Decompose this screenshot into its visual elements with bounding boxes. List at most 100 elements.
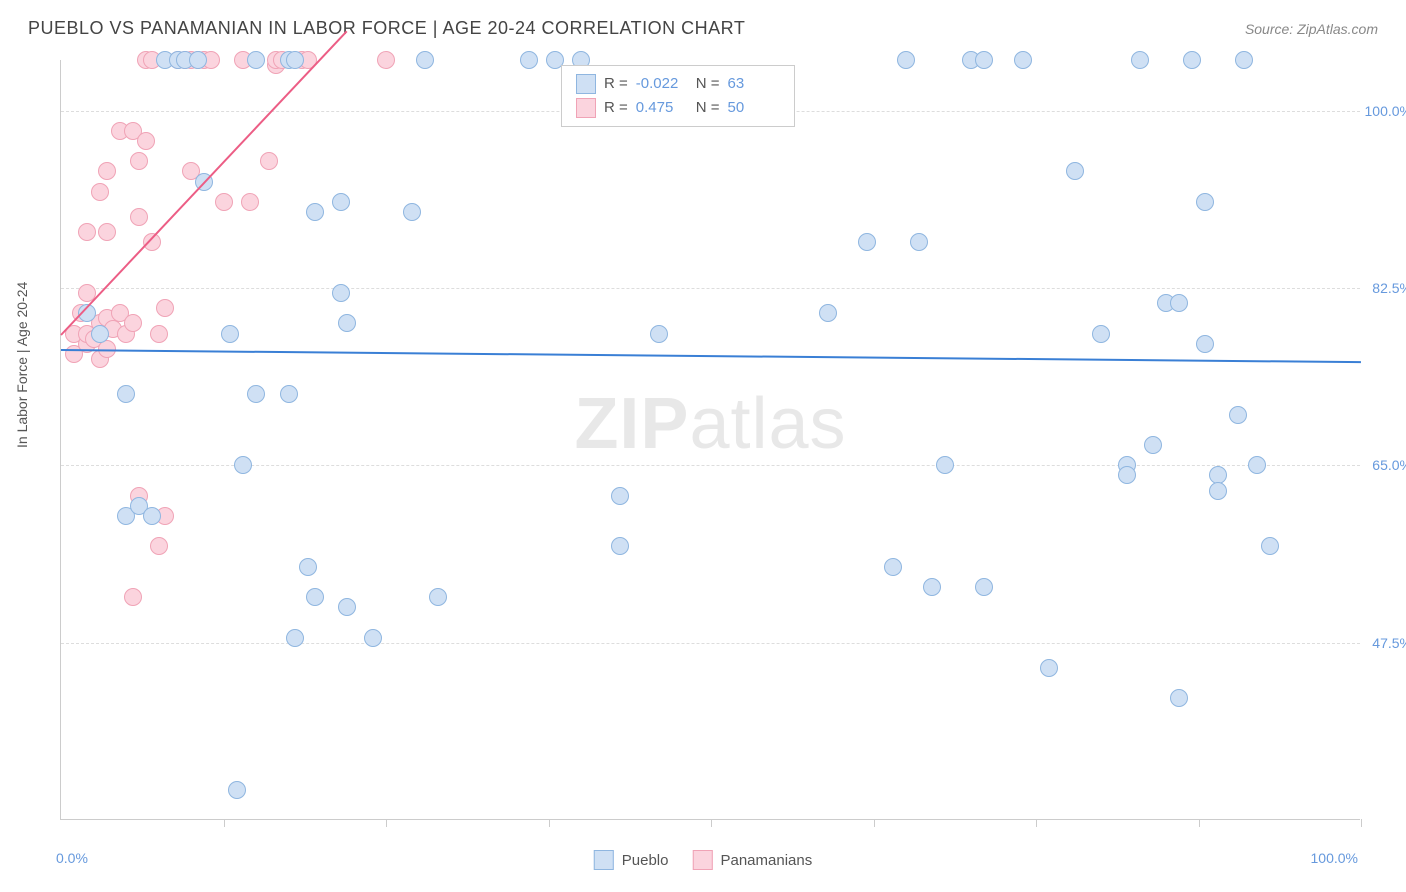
- data-point: [306, 203, 324, 221]
- data-point: [332, 193, 350, 211]
- data-point: [130, 208, 148, 226]
- y-tick-label: 82.5%: [1364, 280, 1406, 296]
- data-point: [1196, 193, 1214, 211]
- x-tick: [1036, 819, 1037, 827]
- data-point: [403, 203, 421, 221]
- data-point: [884, 558, 902, 576]
- data-point: [286, 51, 304, 69]
- legend-item-pueblo: Pueblo: [594, 850, 669, 870]
- data-point: [189, 51, 207, 69]
- data-point: [332, 284, 350, 302]
- y-tick-label: 100.0%: [1364, 103, 1406, 119]
- gridline-h: [61, 465, 1360, 466]
- data-point: [286, 629, 304, 647]
- data-point: [156, 299, 174, 317]
- legend-item-panamanians: Panamanians: [692, 850, 812, 870]
- data-point: [1131, 51, 1149, 69]
- gridline-h: [61, 288, 1360, 289]
- data-point: [1235, 51, 1253, 69]
- legend-top: R = -0.022N = 63R = 0.475N = 50: [561, 65, 795, 127]
- gridline-h: [61, 643, 1360, 644]
- data-point: [429, 588, 447, 606]
- data-point: [1144, 436, 1162, 454]
- data-point: [124, 588, 142, 606]
- source-attribution: Source: ZipAtlas.com: [1245, 21, 1378, 37]
- data-point: [117, 385, 135, 403]
- data-point: [280, 385, 298, 403]
- y-tick-label: 47.5%: [1364, 635, 1406, 651]
- x-tick: [1361, 819, 1362, 827]
- data-point: [234, 456, 252, 474]
- data-point: [1248, 456, 1266, 474]
- data-point: [975, 51, 993, 69]
- data-point: [611, 537, 629, 555]
- x-tick: [874, 819, 875, 827]
- data-point: [1196, 335, 1214, 353]
- data-point: [91, 325, 109, 343]
- x-tick: [224, 819, 225, 827]
- legend-swatch-panamanians: [692, 850, 712, 870]
- data-point: [520, 51, 538, 69]
- data-point: [221, 325, 239, 343]
- data-point: [1261, 537, 1279, 555]
- data-point: [377, 51, 395, 69]
- legend-stats-row: R = -0.022N = 63: [576, 72, 780, 96]
- data-point: [98, 223, 116, 241]
- data-point: [338, 314, 356, 332]
- x-axis-min-label: 0.0%: [56, 850, 88, 866]
- data-point: [299, 558, 317, 576]
- data-point: [137, 132, 155, 150]
- data-point: [78, 223, 96, 241]
- data-point: [910, 233, 928, 251]
- data-point: [611, 487, 629, 505]
- legend-swatch: [576, 74, 596, 94]
- data-point: [91, 183, 109, 201]
- data-point: [247, 51, 265, 69]
- data-point: [124, 314, 142, 332]
- data-point: [1040, 659, 1058, 677]
- data-point: [650, 325, 668, 343]
- data-point: [247, 385, 265, 403]
- legend-swatch-pueblo: [594, 850, 614, 870]
- data-point: [936, 456, 954, 474]
- data-point: [150, 325, 168, 343]
- data-point: [98, 162, 116, 180]
- x-tick: [549, 819, 550, 827]
- data-point: [364, 629, 382, 647]
- data-point: [150, 537, 168, 555]
- data-point: [923, 578, 941, 596]
- data-point: [130, 152, 148, 170]
- plot-area: ZIPatlas 47.5%65.0%82.5%100.0%R = -0.022…: [60, 60, 1360, 820]
- data-point: [897, 51, 915, 69]
- data-point: [260, 152, 278, 170]
- data-point: [1066, 162, 1084, 180]
- data-point: [241, 193, 259, 211]
- x-axis-max-label: 100.0%: [1311, 850, 1358, 866]
- data-point: [306, 588, 324, 606]
- data-point: [1229, 406, 1247, 424]
- data-point: [1183, 51, 1201, 69]
- y-tick-label: 65.0%: [1364, 457, 1406, 473]
- data-point: [215, 193, 233, 211]
- x-tick: [711, 819, 712, 827]
- chart-title: PUEBLO VS PANAMANIAN IN LABOR FORCE | AG…: [28, 18, 745, 39]
- data-point: [338, 598, 356, 616]
- data-point: [819, 304, 837, 322]
- trend-line: [61, 349, 1361, 363]
- x-tick: [1199, 819, 1200, 827]
- data-point: [1170, 294, 1188, 312]
- legend-stats-row: R = 0.475N = 50: [576, 96, 780, 120]
- data-point: [416, 51, 434, 69]
- legend-bottom: Pueblo Panamanians: [594, 850, 812, 870]
- watermark: ZIPatlas: [574, 383, 846, 465]
- data-point: [975, 578, 993, 596]
- data-point: [1092, 325, 1110, 343]
- y-axis-label: In Labor Force | Age 20-24: [14, 282, 30, 448]
- data-point: [1209, 482, 1227, 500]
- data-point: [1118, 466, 1136, 484]
- data-point: [228, 781, 246, 799]
- data-point: [1170, 689, 1188, 707]
- data-point: [1014, 51, 1032, 69]
- data-point: [858, 233, 876, 251]
- x-tick: [386, 819, 387, 827]
